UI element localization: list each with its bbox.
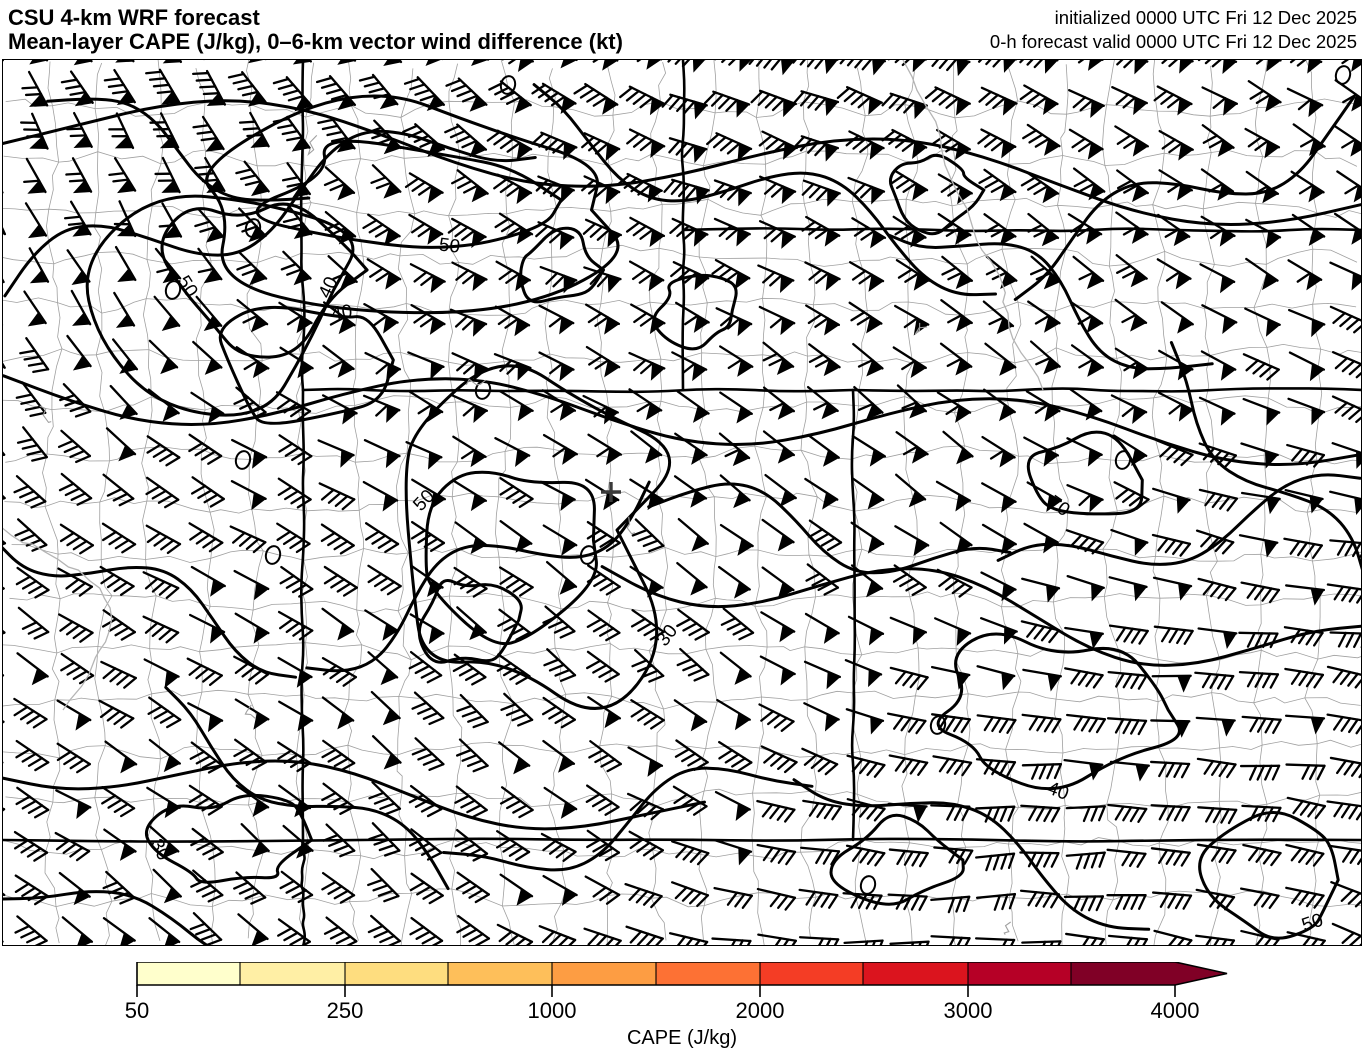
svg-text:50: 50 — [438, 234, 461, 257]
svg-text:CAPE (J/kg): CAPE (J/kg) — [627, 1027, 737, 1049]
svg-text:70: 70 — [1044, 492, 1073, 521]
svg-text:2000: 2000 — [736, 998, 785, 1023]
svg-text:40: 40 — [1044, 778, 1071, 805]
svg-text:4000: 4000 — [1151, 998, 1200, 1023]
svg-text:40: 40 — [330, 301, 354, 325]
svg-text:50: 50 — [125, 998, 149, 1023]
svg-text:250: 250 — [327, 998, 364, 1023]
svg-text:1000: 1000 — [528, 998, 577, 1023]
svg-text:50: 50 — [409, 486, 439, 516]
svg-text:3000: 3000 — [944, 998, 993, 1023]
